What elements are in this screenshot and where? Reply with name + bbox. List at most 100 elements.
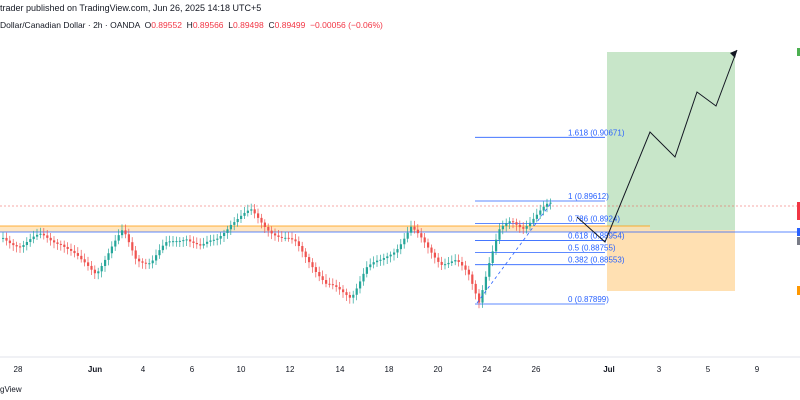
candle-body — [260, 217, 263, 223]
candle-body — [226, 229, 229, 233]
candle-body — [209, 240, 212, 242]
candle-body — [471, 274, 474, 284]
price-marker-red — [797, 202, 800, 220]
x-axis-tick-label: 6 — [190, 365, 195, 374]
candle-body — [382, 258, 385, 260]
candle-body — [454, 260, 457, 262]
candle-body — [372, 262, 375, 265]
candle-body — [253, 209, 256, 214]
low-label: L — [228, 20, 234, 30]
candle-body — [144, 262, 147, 264]
candle-body — [49, 237, 52, 241]
candle-body — [219, 235, 222, 239]
candle-body — [246, 210, 249, 213]
candle-body — [393, 252, 396, 255]
candle-body — [386, 256, 389, 259]
candle-body — [423, 237, 426, 243]
candle-body — [195, 242, 198, 245]
candle-body — [314, 267, 317, 273]
symbol-info: Dollar/Canadian Dollar · 2h · OANDA O 0.8… — [0, 18, 383, 32]
low-value: 0.89498 — [233, 20, 264, 30]
candle-body — [348, 295, 351, 298]
candle-body — [444, 264, 447, 266]
change-value: −0.00056 (−0.06%) — [310, 20, 383, 30]
candle-body — [522, 227, 525, 229]
candle-body — [199, 244, 202, 246]
candle-body — [488, 262, 491, 277]
candle-body — [127, 234, 130, 243]
candle-body — [525, 226, 528, 229]
candle-body — [36, 234, 39, 237]
candle-body — [467, 269, 470, 275]
candle-body — [369, 264, 372, 268]
fib-trend-line — [476, 202, 552, 304]
candle-body — [134, 250, 137, 259]
loss-zone — [607, 230, 735, 291]
candle-body — [5, 237, 8, 241]
candle-body — [546, 203, 549, 207]
open-label: O — [144, 20, 152, 30]
fib-level-label: 0.786 (0.8924) — [568, 214, 620, 223]
candle-body — [165, 242, 168, 246]
candle-body — [15, 245, 18, 247]
x-axis-tick-label: Jun — [88, 365, 102, 374]
price-marker-orange — [797, 286, 800, 295]
candle-body — [478, 293, 481, 303]
candle-body — [76, 253, 79, 256]
candle-body — [406, 232, 409, 239]
candle-body — [450, 261, 453, 263]
candle-body — [447, 262, 450, 265]
candle-body — [399, 244, 402, 250]
candle-body — [437, 257, 440, 262]
candle-body — [291, 238, 294, 240]
candle-body — [532, 218, 535, 223]
candle-body — [2, 237, 5, 239]
candle-body — [233, 222, 236, 225]
candle-body — [328, 283, 331, 285]
candle-body — [318, 272, 321, 277]
fib-level-label: 1.618 (0.90671) — [568, 128, 625, 137]
candle-body — [396, 249, 399, 253]
price-marker-green — [797, 48, 800, 56]
candle-body — [151, 260, 154, 264]
candle-body — [90, 265, 93, 270]
candle-body — [474, 283, 477, 294]
candle-body — [124, 230, 127, 235]
candle-body — [25, 242, 28, 246]
candle-body — [29, 239, 32, 243]
fib-level-label: 0.618 (0.88954) — [568, 232, 625, 241]
candle-body — [410, 226, 413, 233]
projection-path — [576, 49, 738, 243]
candle-body — [535, 214, 538, 219]
candle-body — [338, 286, 341, 290]
close-value: 0.89499 — [274, 20, 306, 30]
x-axis-tick-label: 12 — [286, 365, 295, 374]
candle-body — [287, 237, 290, 239]
candle-body — [304, 251, 307, 258]
candle-body — [206, 241, 209, 244]
x-axis-tick-label: 3 — [657, 365, 662, 374]
candle-body — [131, 242, 134, 251]
candle-body — [464, 265, 467, 270]
candle-body — [22, 245, 25, 247]
candle-body — [491, 251, 494, 263]
candle-body — [379, 259, 382, 261]
candle-body — [518, 224, 521, 228]
price-marker-blue — [797, 228, 800, 236]
publish-info: trader published on TradingView.com, Jun… — [0, 3, 262, 13]
candle-body — [512, 221, 515, 223]
candle-body — [270, 230, 273, 234]
fib-level-label: 0.5 (0.88755) — [568, 244, 616, 253]
candle-body — [93, 269, 96, 274]
symbol-name[interactable]: Dollar/Canadian Dollar · 2h · OANDA — [0, 20, 140, 30]
candle-body — [189, 239, 192, 242]
candle-body — [342, 289, 345, 293]
candle-body — [539, 210, 542, 215]
candle-body — [515, 222, 518, 225]
fibonacci-retracement[interactable]: 1.618 (0.90671) 1 (0.89612) 0.786 (0.8924)… — [475, 128, 625, 305]
candle-body — [495, 239, 498, 252]
candle-body — [229, 224, 232, 230]
candle-body — [97, 271, 100, 274]
candle-body — [158, 250, 161, 256]
